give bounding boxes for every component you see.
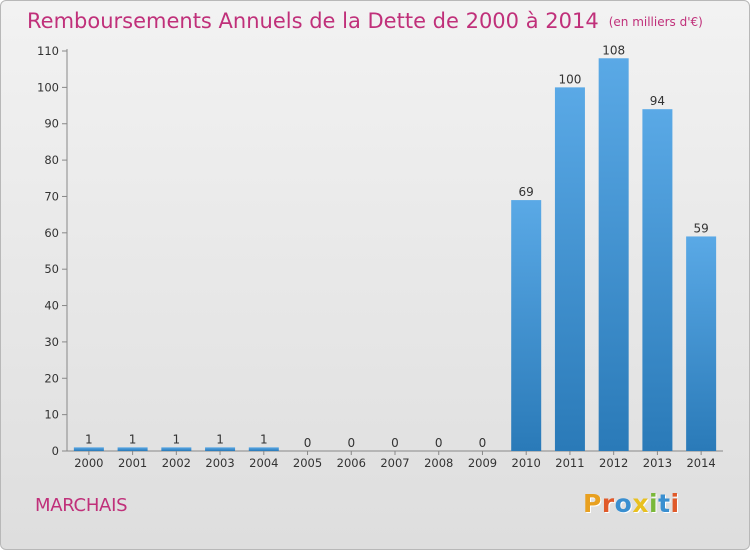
y-tick-label: 50 — [44, 262, 59, 276]
data-label: 59 — [693, 221, 708, 235]
chart-bars — [73, 58, 717, 451]
x-tick-label: 2014 — [686, 456, 715, 470]
logo-letter: P — [583, 489, 602, 518]
x-tick-label: 2007 — [380, 456, 409, 470]
data-label: 1 — [260, 432, 268, 446]
data-label: 1 — [173, 432, 181, 446]
x-tick-label: 2005 — [293, 456, 322, 470]
data-label: 1 — [216, 432, 224, 446]
bar — [554, 87, 585, 451]
data-label: 0 — [391, 436, 399, 450]
x-tick-label: 2010 — [512, 456, 541, 470]
x-tick-label: 2004 — [249, 456, 278, 470]
logo-letter: r — [601, 489, 615, 518]
bar — [161, 447, 192, 451]
bar — [511, 200, 542, 451]
data-label: 0 — [435, 436, 443, 450]
x-tick-label: 2002 — [162, 456, 191, 470]
y-tick-label: 90 — [44, 117, 59, 131]
chart-title: Remboursements Annuels de la Dette de 20… — [27, 9, 703, 33]
data-label: 1 — [129, 432, 137, 446]
x-tick-label: 2000 — [74, 456, 103, 470]
bar — [248, 447, 279, 451]
y-tick-label: 10 — [44, 408, 59, 422]
y-tick-label: 30 — [44, 335, 59, 349]
y-tick-label: 100 — [37, 80, 59, 94]
y-tick-label: 40 — [44, 299, 59, 313]
logo-letter: x — [632, 489, 649, 518]
chart-title-text: Remboursements Annuels de la Dette de 20… — [27, 9, 599, 33]
logo-letter: i — [649, 489, 659, 518]
x-tick-label: 2008 — [424, 456, 453, 470]
x-tick-label: 2013 — [643, 456, 672, 470]
chart-labels: 2000 1 2001 1 2002 1 2003 1 2004 1 2005 0 2006 0 2007 0… — [74, 43, 716, 470]
x-tick-label: 2006 — [337, 456, 366, 470]
x-tick-label: 2001 — [118, 456, 147, 470]
logo-letter: t — [658, 489, 671, 518]
y-tick-label: 110 — [37, 44, 59, 58]
commune-name: MARCHAIS — [35, 495, 128, 516]
bar — [686, 236, 717, 451]
bar — [73, 447, 104, 451]
logo-letter: o — [614, 489, 633, 518]
data-label: 108 — [602, 43, 625, 57]
y-tick-label: 70 — [44, 189, 59, 203]
bar — [205, 447, 236, 451]
data-label: 69 — [519, 185, 534, 199]
proxiti-logo[interactable]: Proxiti — [583, 489, 680, 518]
y-tick-label: 0 — [52, 444, 59, 458]
logo-letter: i — [670, 489, 680, 518]
y-tick-label: 80 — [44, 153, 59, 167]
x-tick-label: 2012 — [599, 456, 628, 470]
bar — [642, 109, 673, 451]
x-tick-label: 2011 — [555, 456, 584, 470]
chart-unit: (en milliers d'€) — [608, 15, 703, 29]
data-label: 94 — [650, 94, 665, 108]
y-tick-label: 60 — [44, 226, 59, 240]
data-label: 0 — [347, 436, 355, 450]
data-label: 100 — [558, 72, 581, 86]
data-label: 1 — [85, 432, 93, 446]
bar — [117, 447, 148, 451]
bar — [598, 58, 629, 451]
x-tick-label: 2009 — [468, 456, 497, 470]
data-label: 0 — [304, 436, 312, 450]
x-tick-label: 2003 — [205, 456, 234, 470]
data-label: 0 — [479, 436, 487, 450]
y-tick-label: 20 — [44, 371, 59, 385]
